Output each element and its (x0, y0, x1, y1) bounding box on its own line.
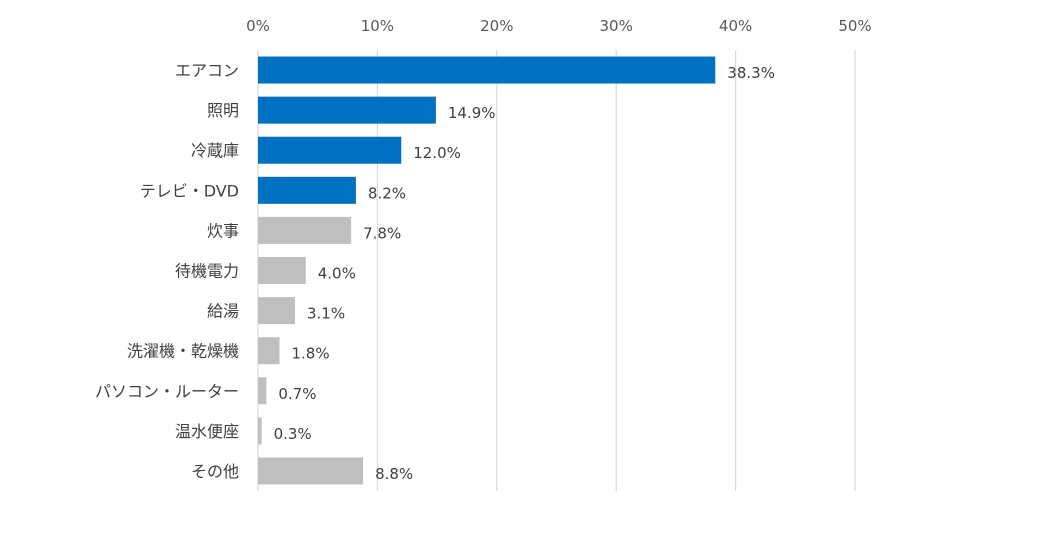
bar-9 (258, 417, 262, 445)
data-labels: 38.3% 14.9% 12.0% 8.2% 7.8% 4.0% 3.1% 1.8% 0.7% 0… (274, 64, 775, 483)
bars (258, 56, 716, 485)
x-tick-label: 20% (480, 17, 513, 35)
x-tick-label: 10% (361, 17, 394, 35)
data-label: 8.8% (375, 465, 413, 483)
category-label: その他 (191, 462, 239, 481)
bar-4 (258, 216, 352, 244)
data-label: 7.8% (363, 224, 401, 242)
category-label: 冷蔵庫 (191, 141, 239, 160)
category-label: 照明 (207, 101, 239, 120)
bar-5 (258, 257, 306, 284)
category-label: パソコン・ルーター (95, 382, 239, 401)
data-label: 0.7% (278, 385, 316, 403)
x-tick-label: 0% (246, 17, 270, 35)
category-label: 洗濯機・乾燥機 (127, 342, 239, 361)
category-label: 待機電力 (175, 262, 239, 281)
category-label: 温水便座 (175, 422, 239, 441)
data-label: 1.8% (291, 345, 329, 363)
bar-3 (258, 176, 356, 204)
data-label: 0.3% (274, 425, 312, 443)
category-label: テレビ・DVD (140, 181, 239, 200)
bar-10 (258, 457, 364, 485)
bar-0 (258, 56, 716, 84)
data-label: 3.1% (307, 305, 345, 323)
bar-6 (258, 297, 296, 325)
x-tick-label: 30% (600, 17, 633, 35)
category-label: エアコン (175, 61, 239, 80)
data-label: 38.3% (727, 64, 775, 82)
data-label: 8.2% (368, 184, 406, 202)
x-tick-label: 50% (838, 17, 871, 35)
x-axis-ticks: 0% 10% 20% 30% 40% 50% (246, 17, 872, 35)
data-label: 12.0% (413, 144, 461, 162)
data-label: 4.0% (318, 265, 356, 283)
category-label: 給湯 (207, 302, 239, 321)
category-label: 炊事 (207, 221, 239, 240)
x-tick-label: 40% (719, 17, 752, 35)
bar-8 (258, 377, 267, 405)
data-label: 14.9% (448, 104, 496, 122)
bar-1 (258, 96, 436, 124)
bar-2 (258, 136, 402, 164)
bar-7 (258, 337, 280, 365)
